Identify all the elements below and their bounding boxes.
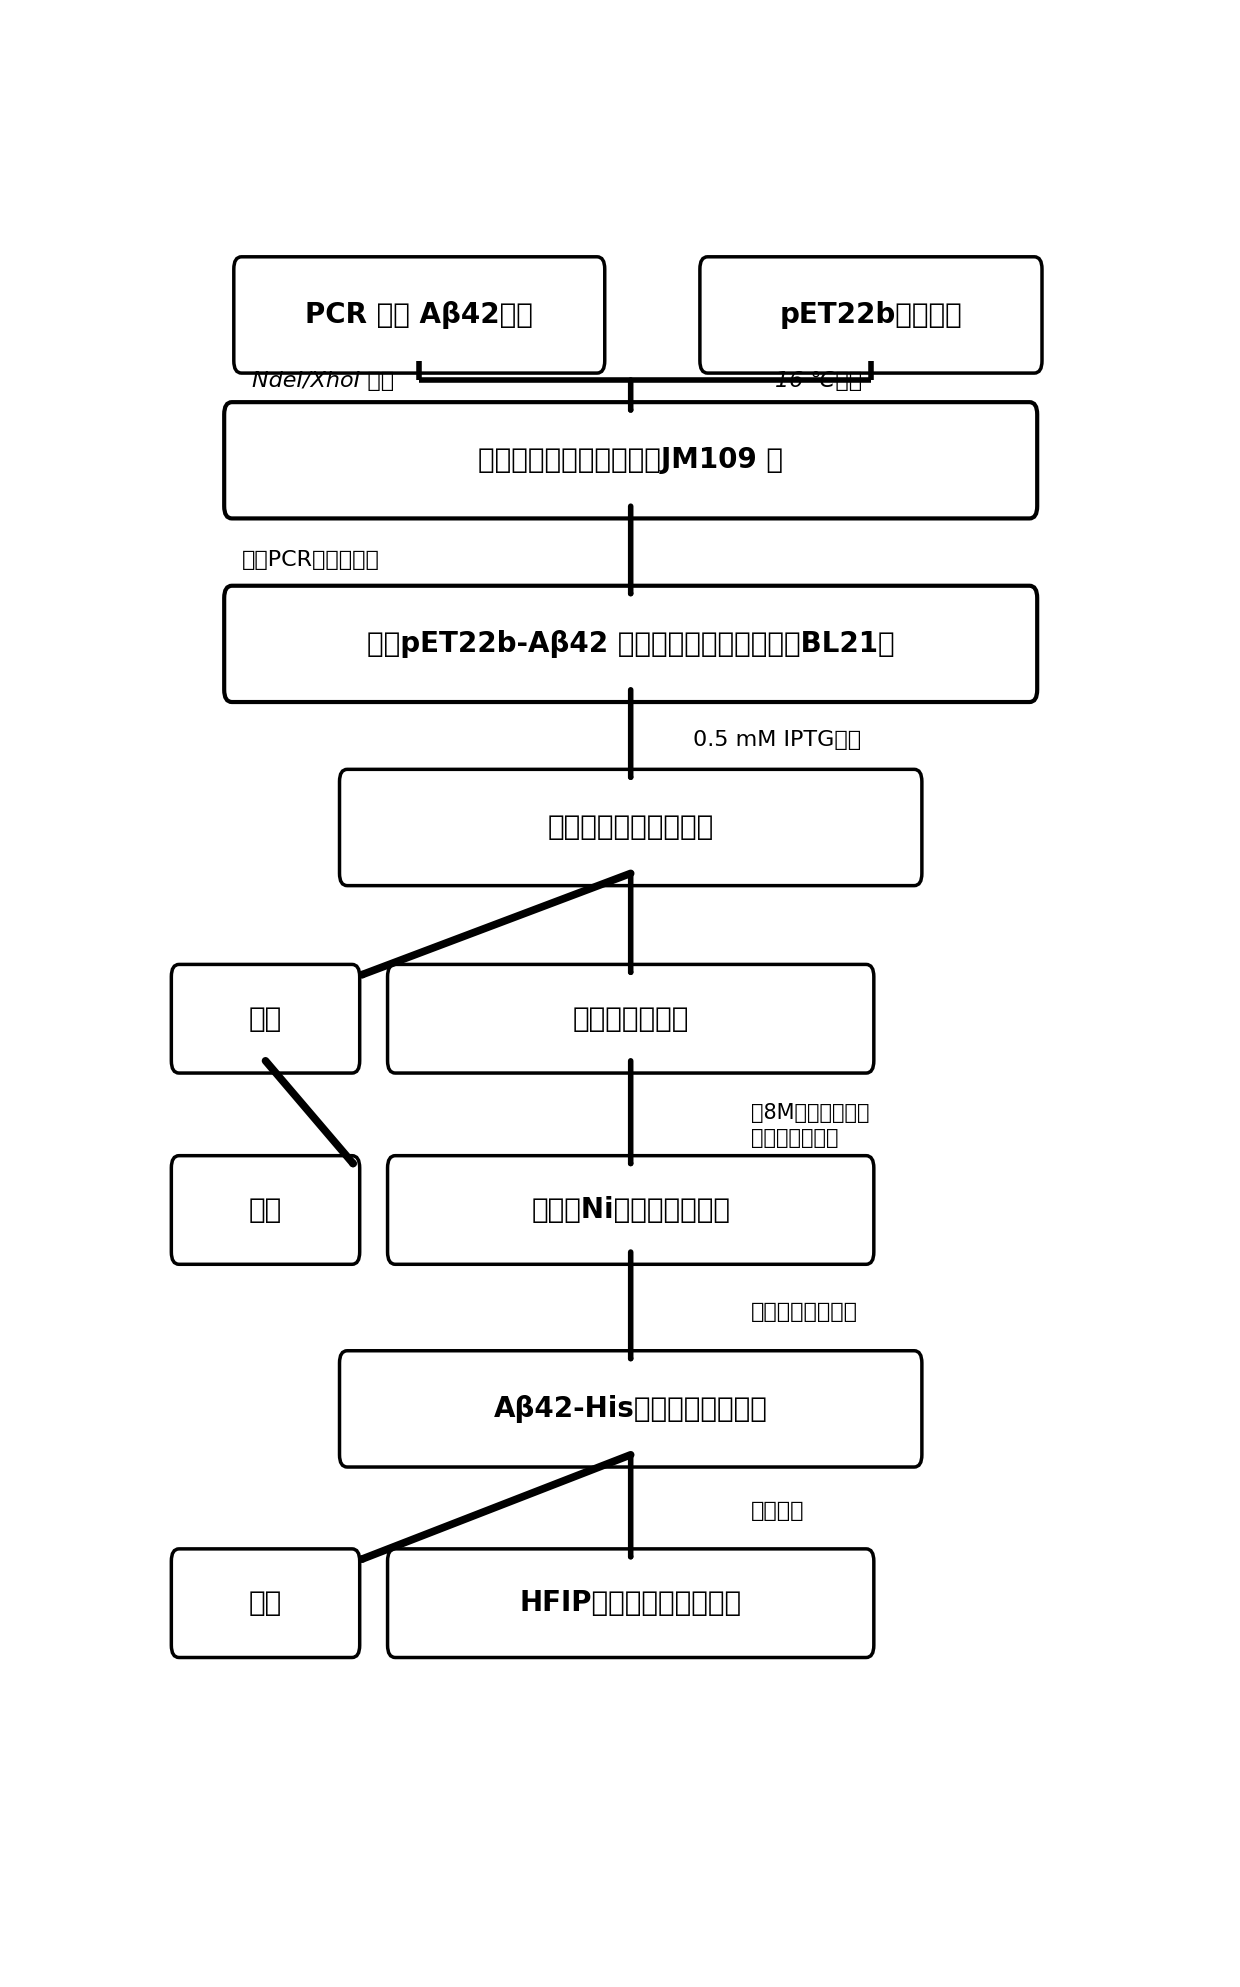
FancyBboxPatch shape: [171, 964, 360, 1073]
Text: 细胞经超声破碎后离心: 细胞经超声破碎后离心: [548, 813, 714, 841]
Text: PCR 克隆 Aβ42基因: PCR 克隆 Aβ42基因: [305, 300, 533, 330]
FancyBboxPatch shape: [388, 1156, 874, 1264]
FancyBboxPatch shape: [234, 256, 605, 374]
Text: 上清经Ni柱亲和层析纯化: 上清经Ni柱亲和层析纯化: [531, 1196, 730, 1224]
FancyBboxPatch shape: [171, 1156, 360, 1264]
FancyBboxPatch shape: [224, 586, 1037, 701]
Text: 菌落PCR及测序鉴定: 菌落PCR及测序鉴定: [242, 550, 379, 570]
FancyBboxPatch shape: [224, 401, 1037, 519]
Text: 高速离心: 高速离心: [751, 1502, 805, 1522]
Text: 质粒pET22b-Aβ42 转化至大肠杆菌表达宿主BL21中: 质粒pET22b-Aβ42 转化至大肠杆菌表达宿主BL21中: [367, 630, 894, 658]
FancyBboxPatch shape: [171, 1550, 360, 1657]
Text: 沉淀: 沉淀: [249, 1196, 283, 1224]
FancyBboxPatch shape: [388, 1550, 874, 1657]
FancyBboxPatch shape: [699, 256, 1042, 374]
Text: 沉淀（包涵体）: 沉淀（包涵体）: [573, 1005, 689, 1033]
Text: pET22b载体质粒: pET22b载体质粒: [780, 300, 962, 330]
Text: 清洗液清洗后洗脱: 清洗液清洗后洗脱: [751, 1303, 858, 1323]
Text: HFIP溶解沉淀并冻干备用: HFIP溶解沉淀并冻干备用: [520, 1590, 742, 1617]
Text: 0.5 mM IPTG诱导: 0.5 mM IPTG诱导: [693, 731, 862, 751]
Text: 转化至大肠杆菌克隆宿主JM109 中: 转化至大肠杆菌克隆宿主JM109 中: [479, 447, 784, 475]
FancyBboxPatch shape: [388, 964, 874, 1073]
Text: 16 ℃连接: 16 ℃连接: [775, 372, 862, 391]
Text: Aβ42-His蛋白经超纯水透析: Aβ42-His蛋白经超纯水透析: [494, 1395, 768, 1423]
Text: 上清: 上清: [249, 1005, 283, 1033]
FancyBboxPatch shape: [340, 769, 921, 886]
Text: NdeI/XhoI 双切: NdeI/XhoI 双切: [252, 372, 394, 391]
Text: 上清: 上清: [249, 1590, 283, 1617]
Text: 含8M尿素的变性液
溶解，高速离心: 含8M尿素的变性液 溶解，高速离心: [751, 1103, 869, 1148]
FancyBboxPatch shape: [340, 1351, 921, 1466]
